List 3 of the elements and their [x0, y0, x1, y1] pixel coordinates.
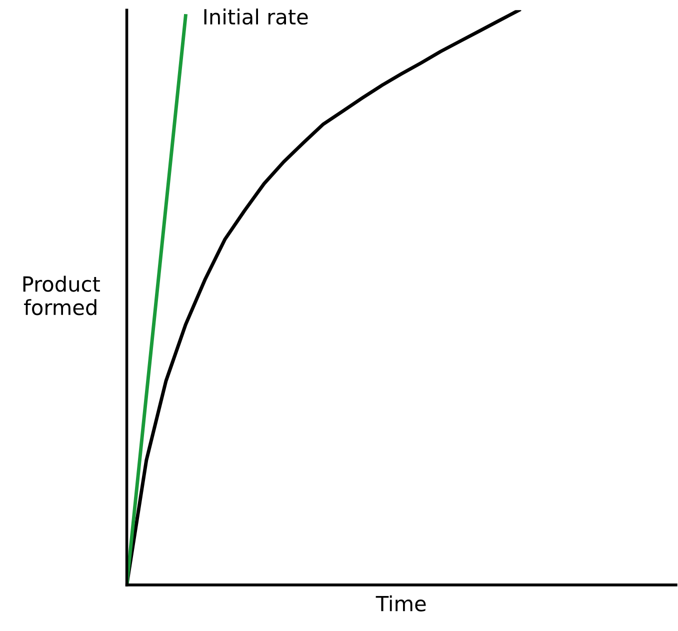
- annotation: Initial rate: [204, 8, 308, 25]
- y-axis-title: Product formed: [23, 276, 100, 316]
- x-axis-title: Time: [376, 595, 426, 612]
